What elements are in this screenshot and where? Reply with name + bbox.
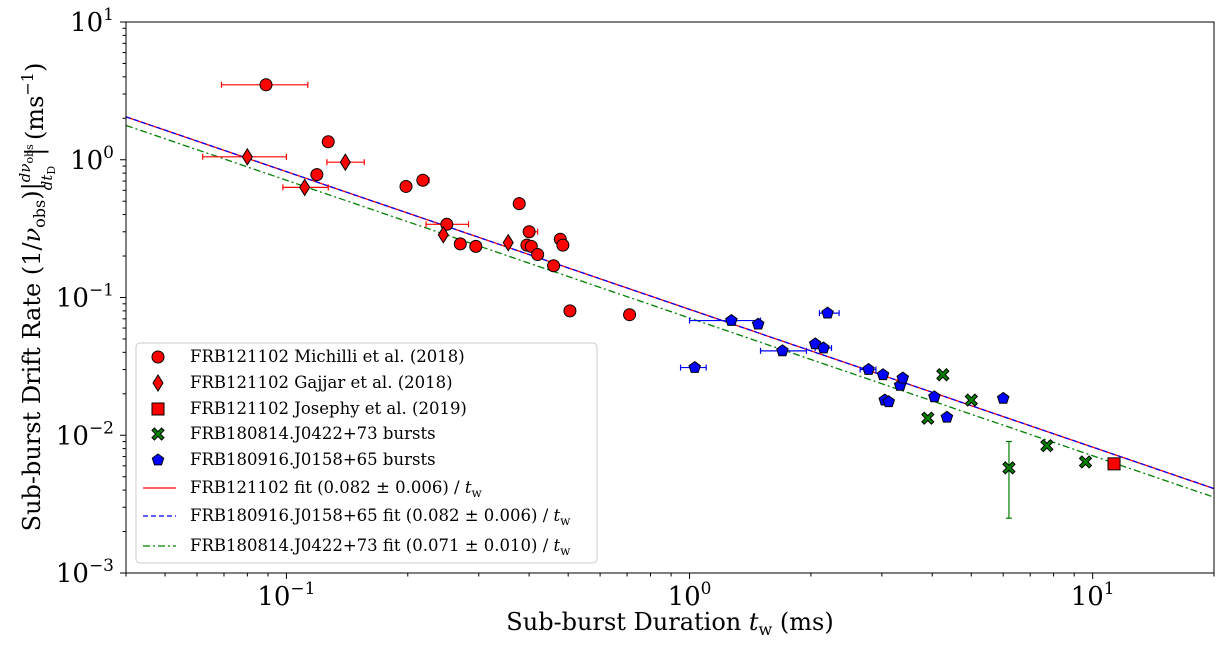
data-point-pentagon: [751, 317, 765, 330]
legend-box: [135, 342, 598, 564]
y-tick-label: 10−1: [56, 281, 114, 314]
x-tick-label: 101: [1071, 579, 1115, 612]
data-point-diamond: [502, 233, 514, 252]
legend-label-fit-frb121102: FRB121102 fit (0.082 ± 0.006) / tw: [190, 478, 482, 500]
data-point-circle: [556, 238, 570, 252]
data-point-circle: [623, 308, 637, 322]
data-point-circle: [453, 237, 467, 251]
data-point-circle: [522, 225, 536, 239]
legend-label-frb180916: FRB180916.J0158+65 bursts: [190, 450, 436, 469]
data-markers: [241, 78, 1121, 475]
data-point-diamond: [241, 147, 253, 166]
y-tick-label: 10−2: [56, 418, 114, 451]
data-point-x: [1040, 438, 1054, 453]
data-point-pentagon: [876, 368, 890, 381]
data-point-x: [936, 368, 950, 382]
legend-label-josephy: FRB121102 Josephy et al. (2019): [190, 399, 467, 418]
y-tick-label: 10−3: [56, 556, 114, 589]
data-point-circle: [547, 259, 561, 273]
data-point-circle: [512, 197, 526, 211]
data-point-circle: [531, 248, 545, 262]
x-axis-label: Sub-burst Duration tw (ms): [506, 608, 833, 639]
legend-marker-diamond: [152, 374, 164, 392]
legend-handles: [143, 350, 176, 547]
data-point-pentagon: [725, 313, 738, 326]
data-point-x: [1002, 461, 1016, 475]
data-point-circle: [399, 179, 413, 193]
legend: FRB121102 Michilli et al. (2018) FRB1211…: [135, 342, 598, 564]
legend-marker-square: [151, 402, 165, 416]
x-axis-ticks: 10−1 100 101: [125, 573, 1215, 612]
data-point-pentagon: [688, 360, 701, 373]
data-point-x: [921, 411, 935, 425]
data-point-square: [1107, 457, 1121, 471]
legend-label-gajjar: FRB121102 Gajjar et al. (2018): [190, 373, 453, 392]
data-point-diamond: [339, 153, 351, 172]
x-tick-label: 100: [668, 579, 712, 612]
data-point-pentagon: [882, 395, 896, 408]
data-point-pentagon: [817, 341, 830, 354]
legend-label-fit-frb180814: FRB180814.J0422+73 fit (0.071 ± 0.010) /…: [190, 536, 571, 558]
data-point-circle: [310, 168, 324, 182]
data-point-x: [1078, 455, 1093, 469]
data-point-pentagon: [896, 371, 910, 384]
data-point-pentagon: [940, 410, 954, 423]
data-point-pentagon: [928, 390, 941, 403]
data-point-pentagon: [862, 362, 875, 375]
fit-line: [125, 116, 1215, 490]
legend-label-fit-frb180916: FRB180916.J0158+65 fit (0.082 ± 0.006) /…: [190, 506, 571, 528]
legend-label-frb180814: FRB180814.J0422+73 bursts: [190, 424, 436, 443]
y-axis-label: Sub-burst Drift Rate (1/νobs)|dνobsdtD| …: [16, 63, 58, 532]
legend-marker-pentagon: [151, 453, 165, 466]
legend-marker-x: [151, 427, 165, 441]
data-point-diamond: [437, 225, 449, 244]
data-point-pentagon: [821, 306, 834, 319]
data-point-pentagon: [996, 391, 1010, 404]
y-axis-ticks: 10−3 10−2 10−1 100 101: [56, 5, 126, 589]
data-point-x: [964, 393, 979, 407]
y-tick-label: 100: [70, 143, 114, 176]
legend-marker-circle: [151, 350, 165, 364]
x-tick-label: 10−1: [257, 579, 315, 612]
data-point-circle: [321, 135, 335, 149]
legend-label-michilli: FRB121102 Michilli et al. (2018): [190, 347, 465, 366]
data-point-circle: [469, 239, 483, 253]
data-point-pentagon: [776, 344, 789, 357]
data-point-circle: [416, 173, 430, 187]
y-tick-label: 101: [70, 5, 114, 38]
data-point-circle: [563, 304, 577, 318]
data-point-circle: [259, 78, 273, 92]
data-point-diamond: [299, 178, 311, 197]
